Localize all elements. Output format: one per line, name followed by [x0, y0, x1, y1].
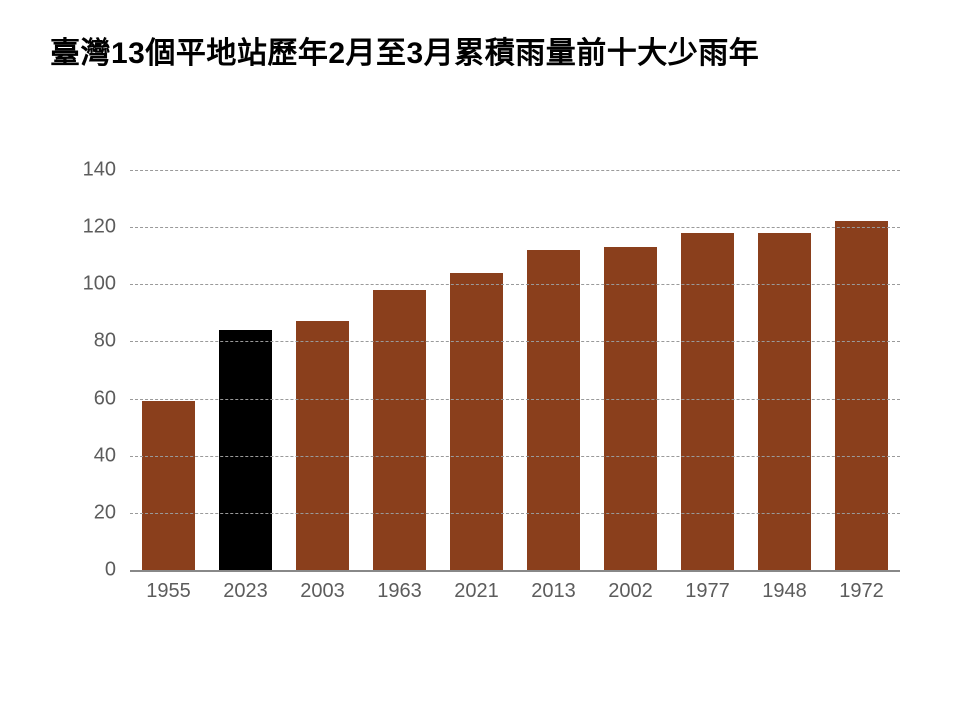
x-tick-label: 2023	[223, 570, 268, 603]
grid-line	[130, 341, 900, 342]
grid-line	[130, 513, 900, 514]
grid-line	[130, 284, 900, 285]
bar	[450, 273, 502, 570]
x-tick-label: 2003	[300, 570, 345, 603]
x-tick-label: 2021	[454, 570, 499, 603]
bar	[373, 290, 425, 570]
bar	[219, 330, 271, 570]
y-tick-label: 0	[105, 559, 130, 582]
y-tick-label: 80	[94, 330, 130, 353]
bar	[604, 247, 656, 570]
y-tick-label: 100	[83, 273, 130, 296]
y-tick-label: 20	[94, 501, 130, 524]
x-tick-label: 1972	[839, 570, 884, 603]
y-tick-label: 120	[83, 216, 130, 239]
bar	[835, 221, 887, 570]
bars-layer	[130, 170, 900, 570]
x-tick-label: 2002	[608, 570, 653, 603]
x-tick-label: 1948	[762, 570, 807, 603]
y-tick-label: 40	[94, 444, 130, 467]
plot-area: 0204060801001201401955202320031963202120…	[130, 170, 900, 570]
x-tick-label: 1963	[377, 570, 422, 603]
grid-line	[130, 399, 900, 400]
x-tick-label: 2013	[531, 570, 576, 603]
bar	[527, 250, 579, 570]
chart: 0204060801001201401955202320031963202120…	[70, 170, 910, 610]
y-tick-label: 60	[94, 387, 130, 410]
bar	[142, 401, 194, 570]
page: 臺灣13個平地站歷年2月至3月累積雨量前十大少雨年 02040608010012…	[0, 0, 960, 720]
x-tick-label: 1977	[685, 570, 730, 603]
grid-line	[130, 227, 900, 228]
chart-title: 臺灣13個平地站歷年2月至3月累積雨量前十大少雨年	[50, 28, 759, 72]
x-tick-label: 1955	[146, 570, 191, 603]
bar	[296, 321, 348, 570]
grid-line	[130, 456, 900, 457]
y-tick-label: 140	[83, 159, 130, 182]
grid-line	[130, 170, 900, 171]
